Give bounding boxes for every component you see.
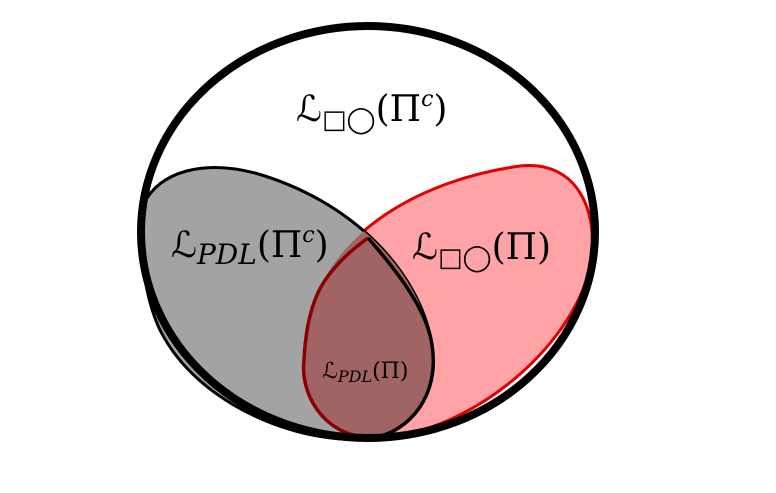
intersection-red-edge (301, 236, 373, 440)
intersection-label: ℒPDL(Π) (322, 359, 408, 386)
gray-label: ℒPDL(Πc) (171, 223, 329, 271)
intersection-black-edge (366, 236, 435, 440)
red-label: ℒ□◯(Π) (412, 227, 551, 273)
outer-circle (137, 22, 599, 442)
outer-label: ℒ□◯(Πc) (296, 87, 447, 135)
